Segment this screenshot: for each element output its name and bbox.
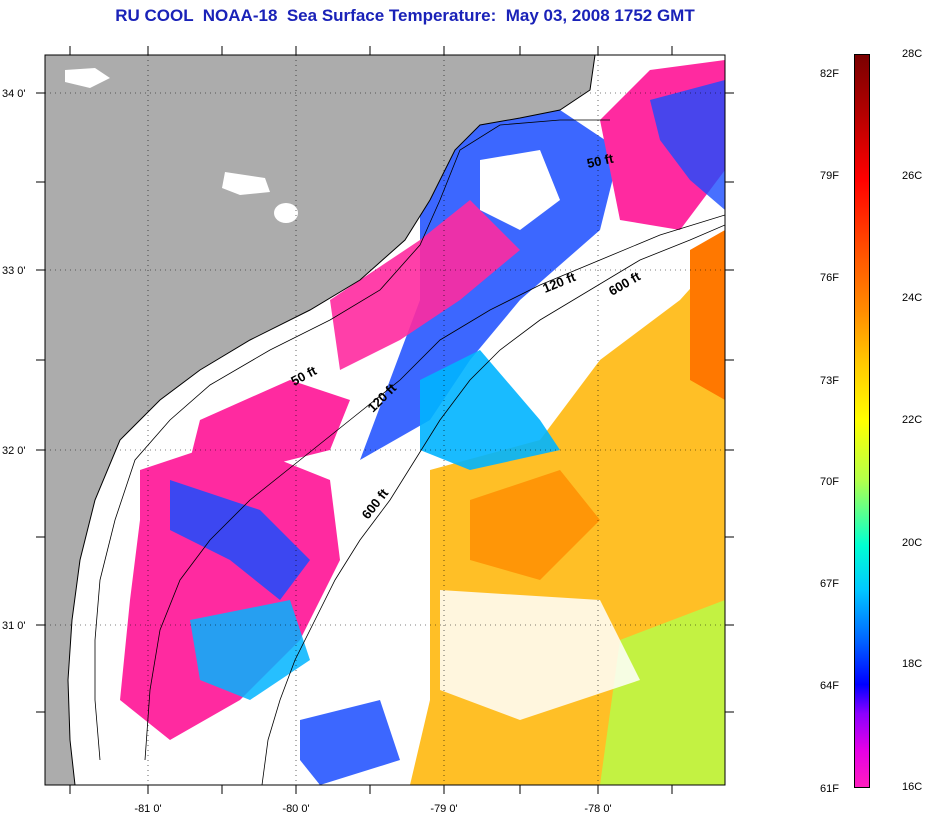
map-plot-area — [45, 55, 725, 785]
cold-water-band-north — [330, 200, 520, 370]
lat-label-32: 32 0' — [2, 445, 26, 457]
hot-water-patch-south — [470, 470, 600, 580]
contour-600ft — [261, 224, 725, 785]
colorbar-label-24c: 24C — [902, 292, 923, 304]
hot-water-patch — [690, 230, 725, 400]
contour-50ft — [94, 119, 610, 761]
green-water-patch — [600, 600, 725, 785]
cool-patch-sw — [300, 700, 400, 785]
colorbar-label-76f: 76F — [820, 272, 839, 284]
lon-label-80: -80 0' — [282, 803, 309, 815]
white-cloud-nearshore — [480, 150, 560, 230]
colorbar-label-73f: 73F — [820, 375, 839, 387]
contour-label-50ft-north: 50 ft — [586, 151, 616, 171]
colorbar-label-82f: 82F — [820, 68, 839, 80]
colorbar-label-28c: 28C — [902, 48, 923, 60]
lat-label-34: 34 0' — [2, 88, 26, 100]
temperature-colorbar — [854, 54, 870, 788]
colorbar-label-61f: 61F — [820, 783, 839, 795]
mid-water-band — [420, 350, 560, 470]
colorbar-label-67f: 67F — [820, 578, 839, 590]
cool-streaks-south — [170, 480, 310, 600]
colorbar-label-79f: 79F — [820, 170, 839, 182]
lon-label-81: -81 0' — [134, 803, 161, 815]
colorbar-label-20c: 20C — [902, 537, 923, 549]
map-title: RU COOL NOAA-18 Sea Surface Temperature:… — [115, 6, 695, 25]
colorbar-label-64f: 64F — [820, 680, 839, 692]
lat-label-33: 33 0' — [2, 265, 26, 277]
contour-120ft — [144, 214, 725, 761]
lon-label-78: -78 0' — [584, 803, 611, 815]
cloud-over-land — [65, 68, 110, 88]
white-cloud-offshore — [440, 590, 640, 720]
colorbar-label-26c: 26C — [902, 170, 923, 182]
lat-label-31: 31 0' — [2, 620, 26, 632]
cloud-over-land — [222, 172, 270, 195]
coastline — [67, 55, 596, 785]
plot-frame — [44, 54, 726, 786]
tick-marks — [36, 46, 734, 794]
grid-lines — [45, 55, 725, 785]
colorbar-label-70f: 70F — [820, 476, 839, 488]
cool-water-ne — [650, 80, 725, 210]
colorbar-label-22c: 22C — [902, 414, 923, 426]
cloud-over-land — [274, 203, 298, 223]
colorbar-label-18c: 18C — [902, 658, 923, 670]
colorbar-label-16c: 16C — [902, 781, 923, 793]
land-mass — [45, 55, 595, 785]
lon-label-79: -79 0' — [430, 803, 457, 815]
